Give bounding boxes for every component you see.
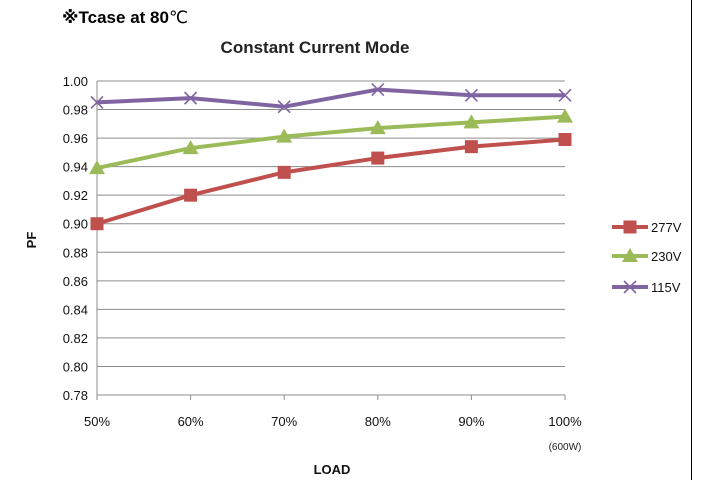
y-tick-label: 0.92	[63, 188, 88, 203]
y-tick-label: 0.80	[63, 359, 88, 374]
data-point-277v	[371, 151, 385, 165]
y-tick-label: 1.00	[63, 74, 88, 89]
data-point-115v	[90, 95, 104, 109]
data-point-277v	[90, 217, 104, 231]
x-marker-stroke	[623, 280, 637, 294]
x-marker-stroke	[277, 100, 291, 114]
legend-label-277v: 277V	[651, 220, 682, 235]
y-tick-label: 0.88	[63, 245, 88, 260]
legend-label-230v: 230V	[651, 249, 682, 264]
legend-marker-230v	[622, 248, 638, 262]
y-tick-label: 0.96	[63, 131, 88, 146]
x-tick-label: 80%	[365, 414, 391, 429]
data-point-115v	[371, 82, 385, 97]
data-point-115v	[277, 100, 291, 114]
data-point-230v	[463, 114, 480, 129]
y-tick-label: 0.86	[63, 274, 88, 289]
data-point-277v	[184, 188, 198, 202]
y-axis-title: PF	[24, 232, 39, 249]
data-point-230v	[276, 128, 293, 143]
x-tick-label: 90%	[458, 414, 484, 429]
note-unit: ℃	[168, 8, 189, 27]
data-point-115v	[464, 88, 478, 102]
x-marker-stroke	[184, 91, 198, 105]
data-point-277v	[558, 133, 572, 147]
data-point-115v	[558, 88, 572, 102]
data-point-277v	[277, 165, 291, 179]
x-tick-label: 70%	[271, 414, 297, 429]
legend-marker-115v	[623, 280, 637, 294]
y-tick-label: 0.84	[63, 302, 88, 317]
series-line-277v	[96, 137, 566, 226]
x-tick-label: 60%	[178, 414, 204, 429]
x-marker-stroke	[558, 88, 572, 102]
x-marker-stroke	[464, 88, 478, 102]
y-tick-label: 0.94	[63, 160, 88, 175]
legend-marker-277v	[623, 220, 637, 234]
chart-title: Constant Current Mode	[220, 38, 410, 57]
x-marker-stroke	[90, 95, 104, 109]
x-tick-sublabel: (600W)	[549, 442, 582, 453]
series-line-115v	[96, 87, 565, 109]
series-line-230v	[96, 114, 566, 171]
data-point-230v	[557, 108, 573, 123]
x-axis-title: LOAD	[314, 462, 351, 477]
data-point-230v	[89, 160, 105, 175]
y-tick-label: 0.78	[63, 388, 88, 403]
y-tick-label: 0.90	[63, 217, 88, 232]
data-point-230v	[182, 140, 199, 155]
x-marker-stroke	[371, 82, 385, 97]
y-tick-label: 0.98	[63, 103, 88, 118]
data-point-115v	[184, 91, 198, 105]
data-point-230v	[369, 120, 386, 135]
frame-border	[691, 0, 692, 480]
data-point-277v	[464, 140, 478, 154]
y-tick-label: 0.82	[63, 331, 88, 346]
x-tick-label: 100%	[548, 414, 582, 429]
x-tick-label: 50%	[84, 414, 110, 429]
legend-label-115v: 115V	[651, 280, 681, 295]
note-text: ※Tcase at 80	[62, 8, 169, 27]
temperature-note: ※Tcase at 80℃	[62, 8, 188, 28]
